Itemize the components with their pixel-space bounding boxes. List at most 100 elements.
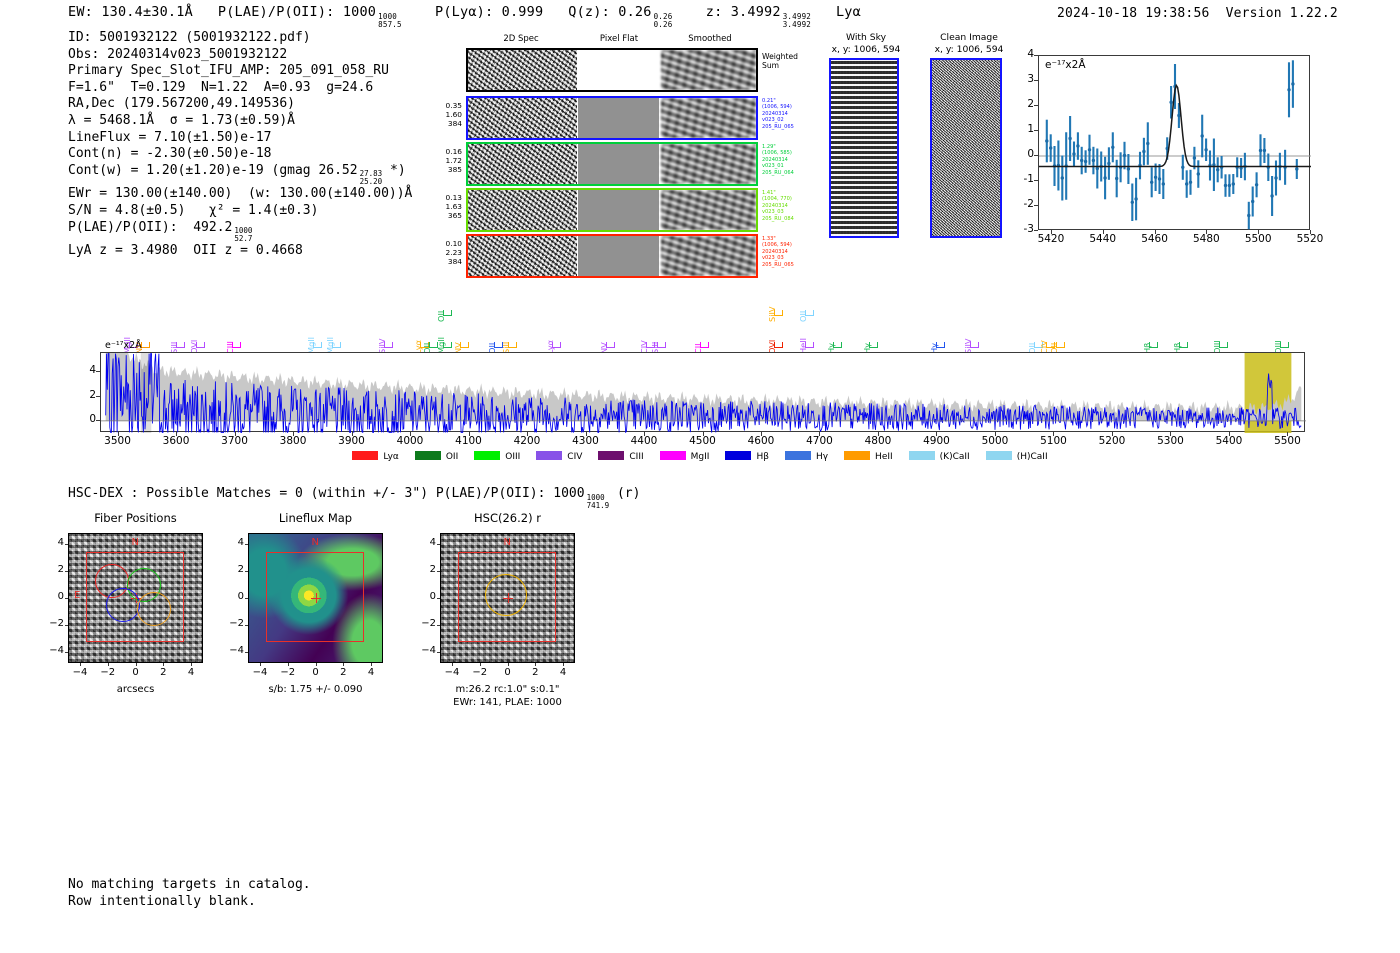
cutout-ytick: −4: [49, 645, 64, 656]
version: Version 1.22.2: [1225, 6, 1338, 21]
legend-swatch: [908, 451, 935, 460]
spectrum-line-bracket: [869, 342, 879, 348]
cutout-caption: s/b: 1.75 +/- 0.090: [218, 683, 413, 696]
spectrum-legend: Lyα OII OIII CIV CIII MgII Hβ Hγ HeII (K)CaII (H)C…: [0, 451, 1400, 462]
fullspec-xtick: 5000: [981, 435, 1009, 447]
cutout-xtick-mark: [80, 663, 81, 666]
clean-image-title: Clean Image x, y: 1006, 594: [934, 32, 1004, 55]
spec2d-image-raw: [468, 190, 577, 230]
spec2d-annotation-line: v023_03: [762, 255, 784, 262]
spec2d-left-label: 0.16: [445, 147, 462, 156]
fullspec-xtick: 4400: [630, 435, 658, 447]
cutout-ytick-mark: [65, 571, 68, 572]
cutout-ytick-mark: [437, 625, 440, 626]
spectrum-line-bracket: [552, 342, 562, 348]
linezoom-ytick-mark: [1034, 55, 1038, 56]
linezoom-ytick: -1: [1023, 173, 1034, 185]
cutout-xtick: 0: [312, 667, 319, 678]
legend-item: (H)CaII: [985, 451, 1048, 462]
legend-item: MgII: [659, 451, 710, 462]
fullspec-xtick-mark: [117, 432, 119, 436]
cutout-ytick-mark: [65, 652, 68, 653]
spec2d-left-label: 0.13: [445, 193, 462, 202]
hscdex-plae-lo: 741.9: [586, 500, 610, 510]
spectrum-line-bracket: [1148, 342, 1158, 348]
fullspec-xtick: 4000: [396, 435, 424, 447]
cutout-ytick-mark: [245, 598, 248, 599]
cutout-ytick: 4: [57, 537, 64, 548]
spectrum-line-bracket: [1045, 342, 1055, 348]
info-seeing: F=1.6" T=0.129 N=1.22 A=0.93 g=24.6: [68, 79, 374, 95]
spectrum-line-bracket: [645, 342, 655, 348]
spec2d-row-left-labels: 0.10 2.23 384: [430, 239, 462, 267]
qz-hi: 0.26: [653, 11, 673, 21]
fullspec-xtick: 4500: [689, 435, 716, 447]
info-cont-w-post: *): [390, 162, 406, 178]
qz-value: 0.26: [618, 4, 652, 20]
legend-swatch: [659, 451, 686, 460]
cutout-caption-line1: s/b: 1.75 +/- 0.090: [268, 684, 363, 695]
spec2d-annotation-line: 205_RU_084: [762, 215, 794, 222]
fullspec-xtick-mark: [1111, 432, 1113, 436]
spec2d-annotation-line: (1004, 770): [762, 196, 792, 203]
legend-label: Hγ: [815, 452, 829, 462]
spec2d-annotation-line: v023_01: [762, 163, 784, 170]
spec2d-image-raw: [468, 144, 577, 184]
spec2d-row-weighted-sum: [466, 48, 758, 92]
spec2d-image-smoothed: [661, 144, 756, 184]
legend-label: (H)CaII: [1016, 452, 1048, 462]
cutout-xtick-mark: [135, 663, 137, 666]
spec2d-annotation-line: 20240314: [762, 156, 788, 163]
legend-item: Hγ: [784, 451, 829, 462]
spec2d-row-left-labels: 0.13 1.63 365: [430, 193, 462, 221]
linezoom-ytick: 4: [1027, 48, 1034, 60]
spec2d-image-pixelflat: [578, 236, 660, 276]
cutout-ytick-mark: [245, 625, 248, 626]
fullspec-xtick: 5200: [1098, 435, 1126, 447]
cutout-ytick: 4: [429, 537, 436, 548]
cutout-ytick: 2: [57, 564, 64, 575]
legend-label: MgII: [690, 452, 710, 462]
spectrum-line-bracket: [383, 342, 393, 348]
spec2d-annotation-line: (1006, 594): [762, 104, 792, 111]
fullspec-xtick: 3500: [104, 435, 131, 447]
cutout-ytick: 2: [429, 564, 436, 575]
hscdex-text: HSC-DEX : Possible Matches = 0 (within +…: [68, 486, 585, 501]
spec2d-annotation-line: 1.33": [762, 236, 776, 242]
spectrum-line-bracket: [140, 342, 150, 348]
fullspec-xtick: 3600: [162, 435, 190, 447]
cutout-xtick: 2: [160, 667, 167, 678]
cutout-ytick-mark: [65, 625, 68, 626]
cutout-title: HSC(26.2) r: [474, 511, 541, 525]
linezoom-xtick: 5500: [1244, 233, 1272, 245]
spec2d-annotation-line: v023_03: [762, 209, 784, 216]
plya-value: 0.999: [501, 4, 544, 20]
compass-north-label: N: [503, 537, 511, 548]
cutout-ytick-mark: [437, 571, 440, 572]
cutout-xtick: 4: [187, 667, 195, 678]
legend-item: CIII: [598, 451, 644, 462]
spectrum-line-bracket: [419, 342, 429, 348]
fullspec-xtick: 3700: [221, 435, 248, 447]
spectrum-line-bracket: [196, 342, 206, 348]
info-cont-w-hi: 27.83: [359, 169, 383, 179]
cutout-ytick: 0: [429, 591, 436, 602]
plae-lo: 857.5: [378, 19, 402, 29]
fullspec-canvas: [101, 353, 1306, 433]
spectrum-line-bracket: [459, 342, 469, 348]
spec2d-left-label: 1.72: [445, 156, 462, 166]
z-hi: 3.4992: [782, 11, 811, 21]
legend-swatch: [474, 451, 501, 460]
linezoom-xtick-mark: [1050, 230, 1052, 234]
fiber-circle: [106, 588, 140, 622]
linezoom-ytick-mark: [1034, 205, 1038, 206]
cutout-ytick-mark: [437, 598, 440, 599]
legend-item: Lyα: [352, 451, 399, 462]
fullspec-xtick: 4600: [747, 435, 775, 447]
spectrum-line-bracket: [657, 342, 667, 348]
linezoom-xtick-mark: [1154, 230, 1156, 234]
cutout-caption: m:26.2 rc:1.0" s:0.1" EWr: 141, PLAE: 100…: [410, 683, 605, 709]
spec2d-image-smoothed: [661, 50, 756, 90]
fullspec-xtick: 4900: [923, 435, 950, 447]
spectrum-line-bracket: [699, 342, 709, 348]
